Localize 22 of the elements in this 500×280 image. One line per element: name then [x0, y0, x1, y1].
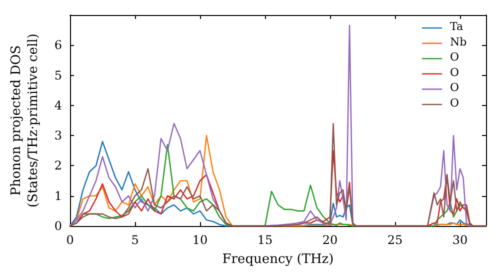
- y-tick-label: 6: [54, 38, 62, 52]
- legend-label: Nb: [450, 35, 467, 48]
- x-tick-label: 15: [257, 233, 273, 247]
- legend-label: O: [450, 50, 460, 64]
- x-tick-label: 25: [387, 233, 403, 247]
- legend-label: O: [450, 81, 460, 94]
- x-axis-title: Frequency (THz): [222, 252, 334, 267]
- y-tick-label: 1: [54, 188, 62, 203]
- y-tick-label: 3: [54, 128, 62, 143]
- legend-label: Ta: [450, 20, 464, 33]
- x-tick-label: 30: [452, 233, 468, 247]
- y-tick-label: 0: [54, 219, 62, 233]
- y-tick-label: 2: [54, 158, 62, 173]
- y-tick-label: 5: [54, 68, 62, 82]
- x-tick-label: 5: [131, 233, 139, 247]
- legend-label: O: [450, 66, 460, 79]
- x-tick-label: 0: [66, 233, 74, 247]
- x-tick-label: 20: [322, 233, 338, 247]
- y-axis-title: Phonon projected DOS (States/THz·primitive cell): [9, 33, 41, 208]
- y-tick-label: 4: [54, 98, 62, 112]
- x-tick-label: 10: [192, 233, 208, 247]
- legend-label: O: [450, 96, 460, 110]
